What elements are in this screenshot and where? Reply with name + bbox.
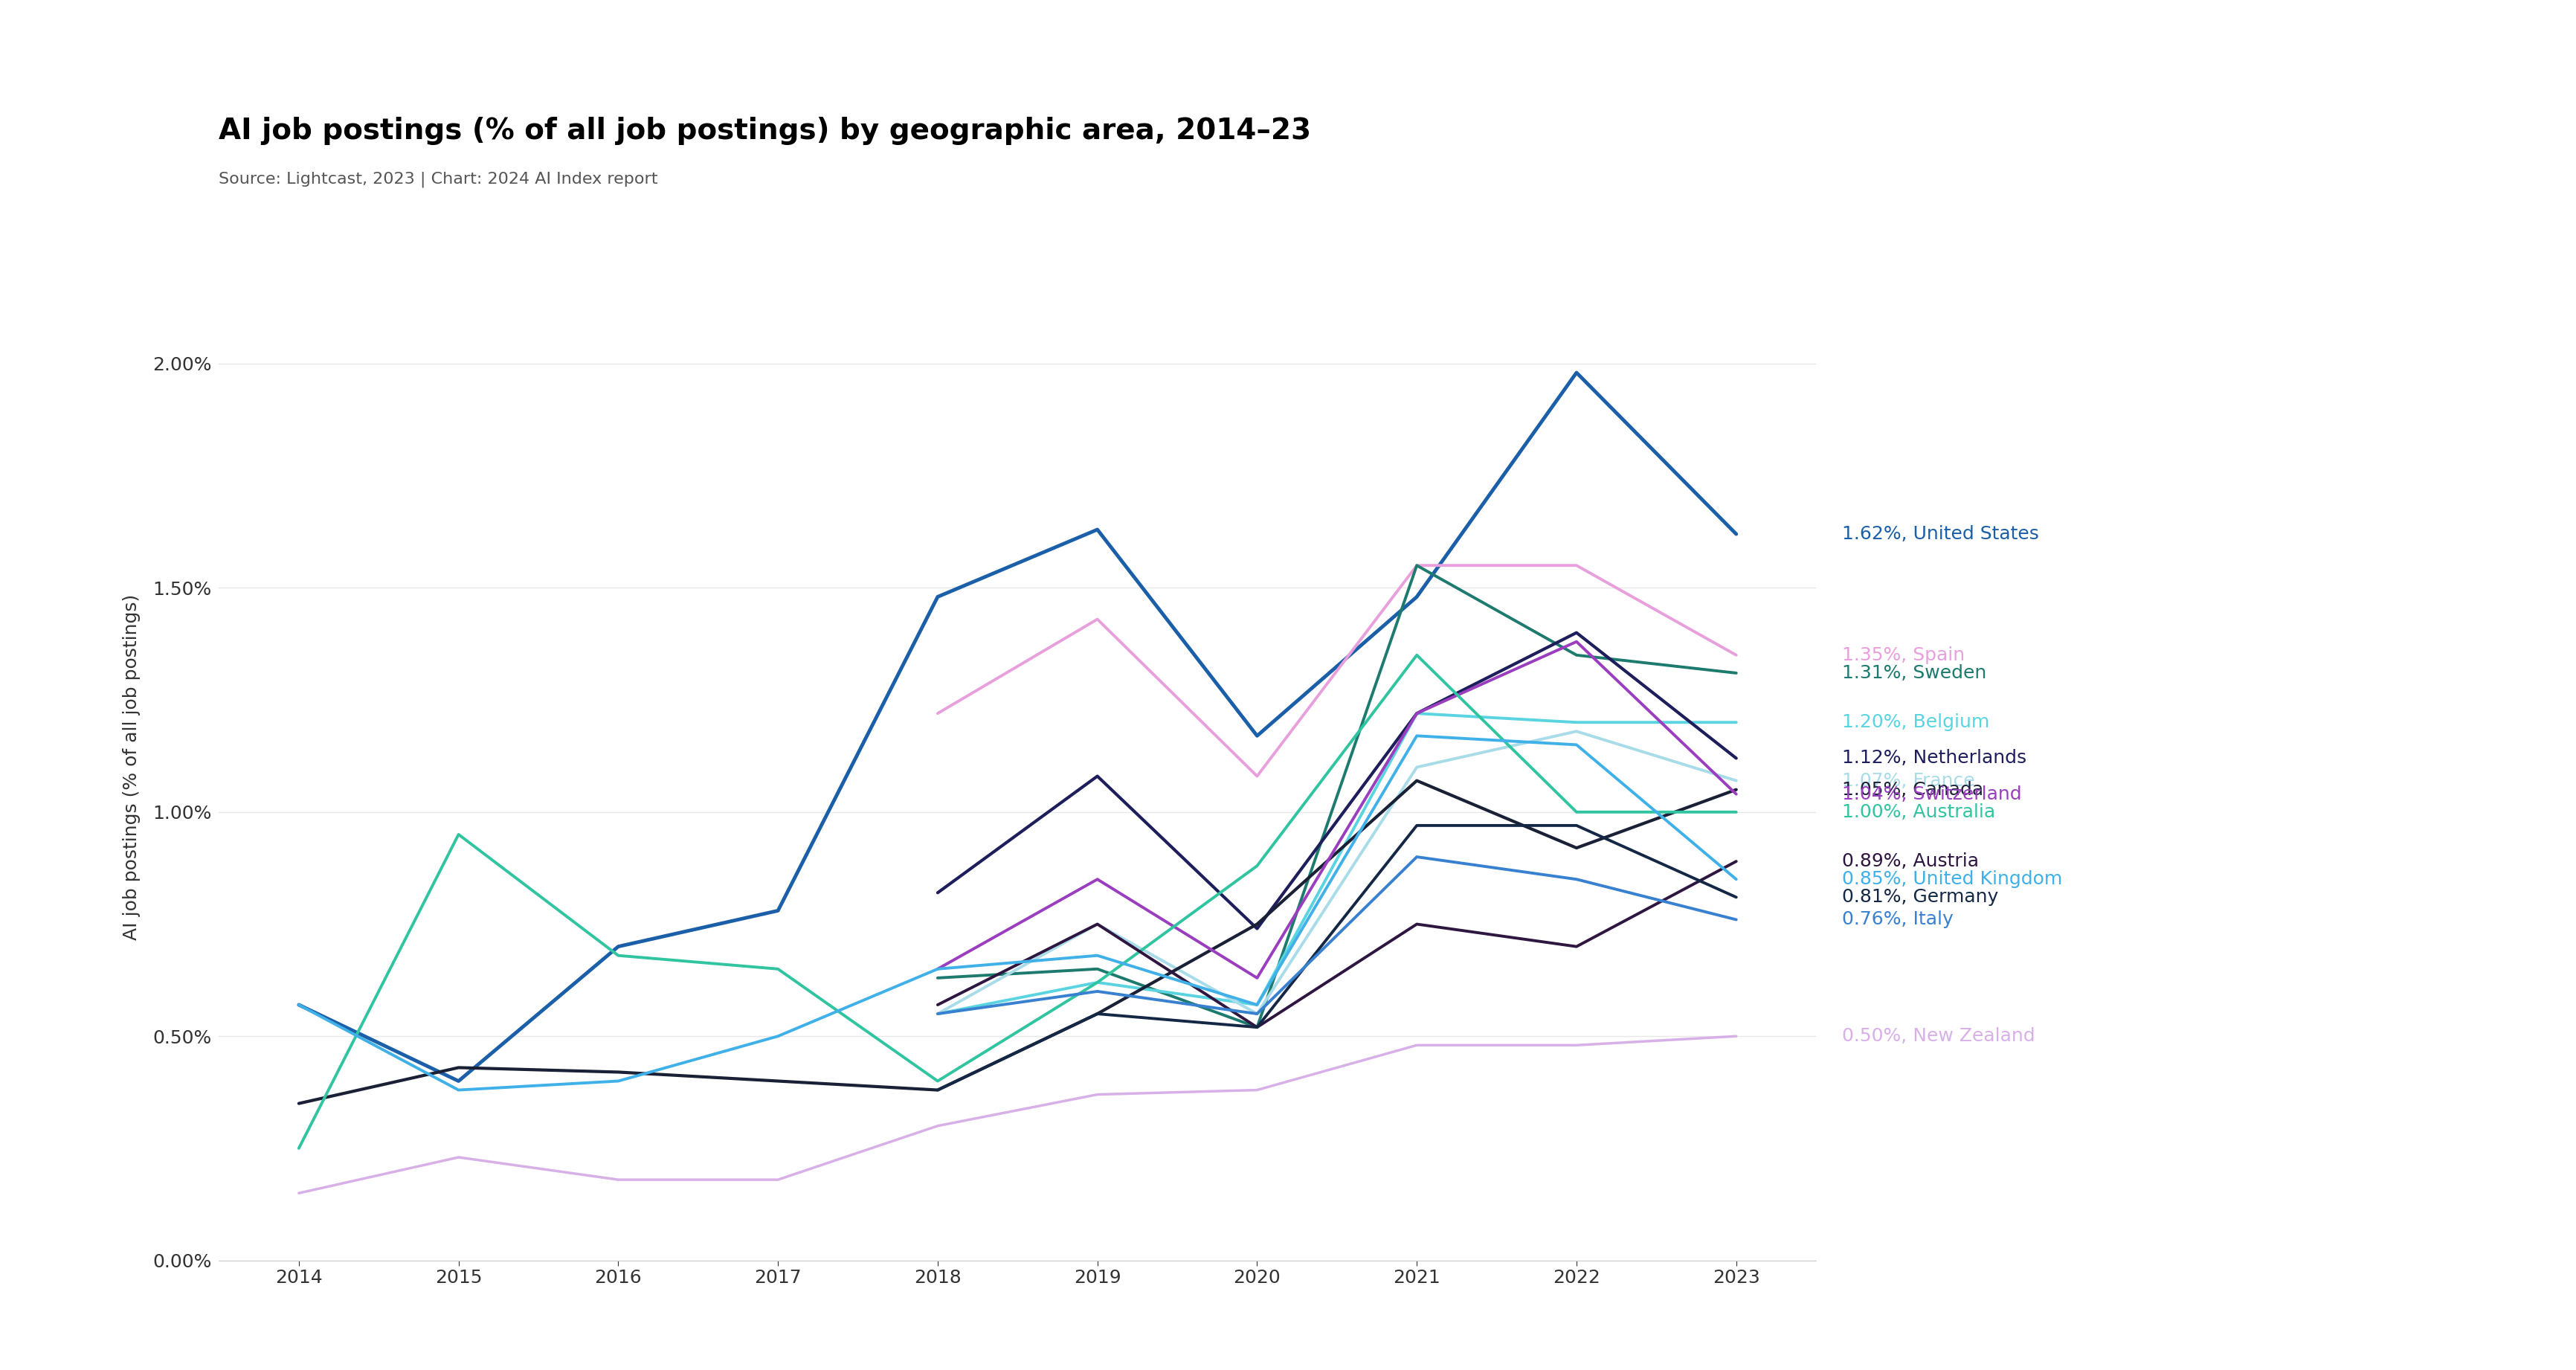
Text: 1.62%, United States: 1.62%, United States	[1842, 525, 2038, 543]
Text: 1.05%, Canada: 1.05%, Canada	[1842, 781, 1984, 799]
Text: 1.07%, France: 1.07%, France	[1842, 771, 1976, 789]
Text: 0.85%, United Kingdom: 0.85%, United Kingdom	[1842, 870, 2063, 888]
Text: 0.50%, New Zealand: 0.50%, New Zealand	[1842, 1028, 2035, 1045]
Text: AI job postings (% of all job postings) by geographic area, 2014–23: AI job postings (% of all job postings) …	[219, 116, 1311, 145]
Text: 0.81%, Germany: 0.81%, Germany	[1842, 888, 1999, 906]
Text: 1.00%, Australia: 1.00%, Australia	[1842, 803, 1996, 821]
Text: 1.04%, Switzerland: 1.04%, Switzerland	[1842, 785, 2022, 803]
Y-axis label: AI job postings (% of all job postings): AI job postings (% of all job postings)	[124, 595, 139, 940]
Text: 1.35%, Spain: 1.35%, Spain	[1842, 647, 1965, 664]
Text: 1.20%, Belgium: 1.20%, Belgium	[1842, 714, 1989, 732]
Text: Source: Lightcast, 2023 | Chart: 2024 AI Index report: Source: Lightcast, 2023 | Chart: 2024 AI…	[219, 171, 657, 188]
Text: 1.12%, Netherlands: 1.12%, Netherlands	[1842, 749, 2027, 767]
Text: 0.76%, Italy: 0.76%, Italy	[1842, 911, 1953, 929]
Text: 1.31%, Sweden: 1.31%, Sweden	[1842, 664, 1986, 682]
Text: 0.89%, Austria: 0.89%, Austria	[1842, 852, 1978, 870]
